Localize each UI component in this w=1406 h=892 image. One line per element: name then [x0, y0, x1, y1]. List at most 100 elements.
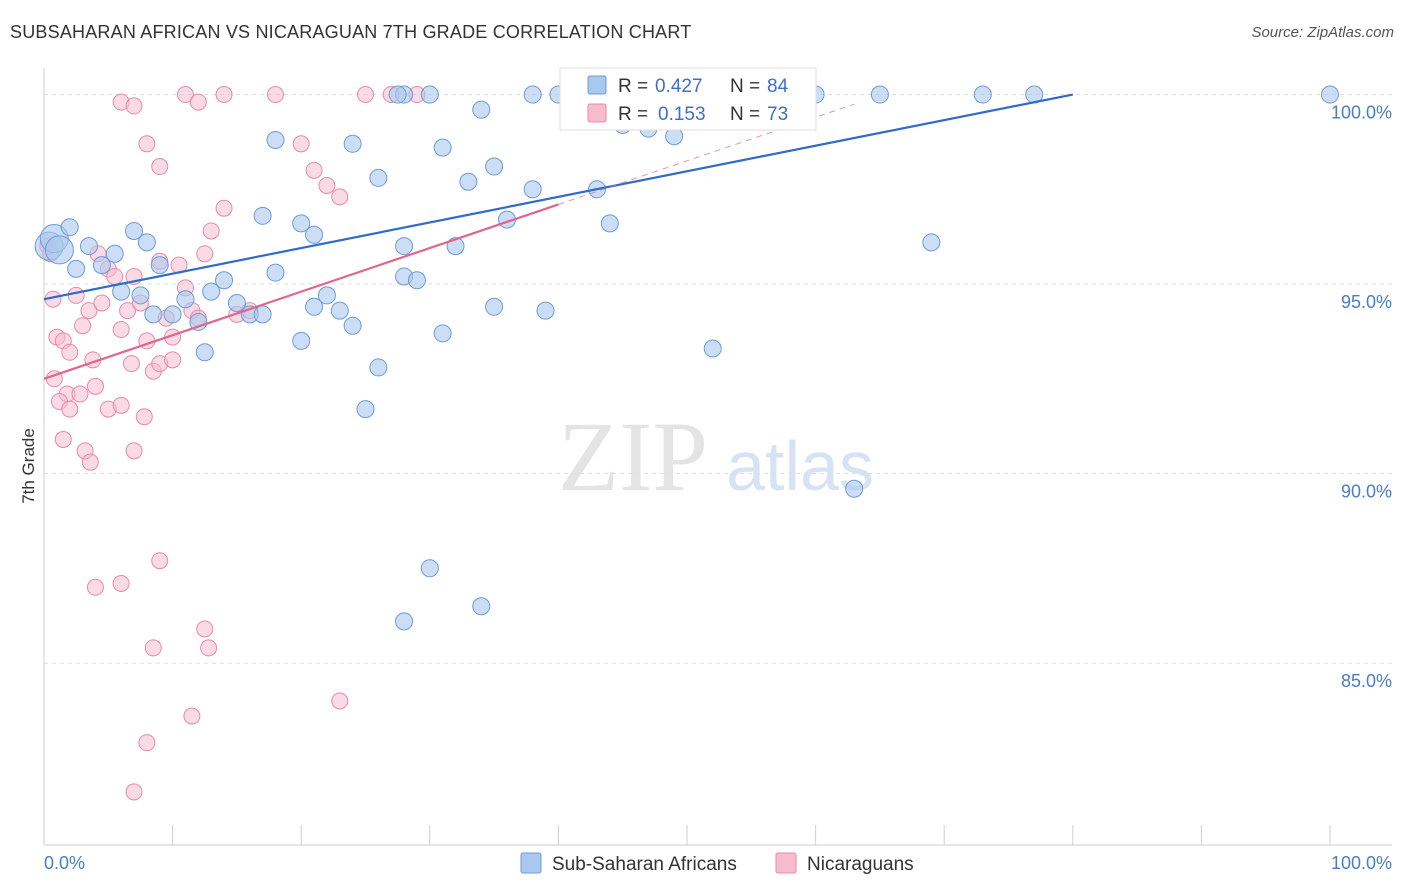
source-label: Source: ZipAtlas.com [1251, 24, 1394, 41]
subsaharan-point-8 [125, 221, 144, 240]
nicaraguans-point-72 [125, 783, 143, 801]
y-tick-label-0: 85.0% [1341, 671, 1392, 691]
nicaraguans-point-16 [112, 321, 130, 339]
tick-labels: 85.0% 90.0% 95.0% 100.0% 0.0% 100.0% [44, 103, 1392, 873]
y-tick-label-3: 100.0% [1331, 103, 1392, 123]
subsaharan-point-46 [459, 172, 478, 191]
nicaraguans-points [39, 86, 426, 801]
nicaraguans-point-69 [183, 707, 201, 725]
subsaharan-point-65 [973, 85, 992, 104]
subsaharan-point-14 [163, 305, 182, 324]
subsaharan-point-43 [266, 131, 285, 150]
subsaharan-point-67 [1321, 85, 1339, 104]
nicaraguans-point-15 [106, 267, 124, 285]
nicaraguans-point-51 [331, 188, 349, 206]
legend-r-label-pink: R = [618, 104, 648, 125]
subsaharan-point-3 [60, 218, 79, 237]
x-tick-label-0: 0.0% [44, 853, 85, 873]
watermark: ZIP atlas [558, 401, 874, 512]
nicaraguans-point-53 [125, 97, 143, 115]
subsaharan-point-9 [137, 233, 156, 252]
subsaharan-point-41 [356, 400, 375, 419]
nicaraguans-point-42 [112, 396, 130, 414]
nicaraguans-point-6 [61, 343, 79, 361]
subsaharan-point-35 [433, 324, 452, 343]
nicaraguans-point-60 [357, 86, 374, 104]
subsaharan-point-6 [92, 256, 111, 275]
subsaharan-point-75 [420, 559, 439, 578]
subsaharan-point-57 [420, 85, 439, 104]
subsaharan-point-30 [305, 225, 324, 244]
nicaraguans-point-38 [71, 385, 89, 403]
bottom-legend-swatch-blue [520, 852, 542, 874]
chart-title: SUBSAHARAN AFRICAN VS NICARAGUAN 7TH GRA… [10, 22, 692, 42]
subsaharan-point-42 [343, 134, 362, 153]
nicaraguans-trend-line [43, 203, 559, 380]
legend-r-label-blue: R = [618, 76, 648, 97]
nicaraguans-point-70 [331, 692, 349, 710]
nicaraguans-point-65 [112, 574, 130, 592]
nicaraguans-point-54 [138, 135, 156, 153]
subsaharan-point-26 [317, 286, 336, 305]
nicaraguans-point-37 [61, 400, 79, 418]
subsaharan-point-72 [703, 339, 722, 358]
nicaraguans-point-32 [215, 199, 233, 217]
subsaharan-point-24 [292, 331, 311, 350]
subsaharan-point-13 [144, 305, 163, 324]
y-tick-label-2: 95.0% [1341, 292, 1392, 312]
subsaharan-point-27 [330, 301, 349, 320]
subsaharan-point-29 [292, 214, 311, 233]
subsaharan-point-58 [523, 85, 542, 104]
nicaraguans-point-45 [54, 430, 72, 448]
nicaraguans-point-8 [74, 317, 92, 335]
nicaraguans-point-18 [122, 355, 140, 373]
subsaharan-point-64 [870, 85, 889, 104]
subsaharan-point-82 [485, 157, 504, 176]
legend-n-label-blue: N = [730, 76, 760, 97]
legend-r-value-pink: 0.153 [658, 104, 706, 125]
subsaharan-point-2 [44, 235, 74, 265]
subsaharan-point-10 [150, 256, 169, 275]
nicaraguans-point-55 [151, 158, 169, 176]
legend-swatch-blue [587, 75, 607, 95]
legend-swatch-pink [587, 103, 607, 123]
subsaharan-point-18 [195, 343, 214, 362]
y-tick-label-1: 90.0% [1341, 482, 1392, 502]
grid-lines [44, 94, 1392, 664]
subsaharan-trend-line [43, 93, 1074, 301]
subsaharan-point-50 [472, 100, 491, 119]
watermark-zip: ZIP [558, 401, 708, 512]
nicaraguans-point-44 [135, 408, 153, 426]
nicaraguans-point-9 [80, 302, 98, 320]
subsaharan-point-37 [485, 297, 504, 316]
subsaharan-point-20 [215, 271, 234, 290]
subsaharan-point-44 [369, 168, 388, 187]
subsaharan-point-12 [131, 286, 150, 305]
nicaraguans-point-30 [196, 245, 214, 263]
legend-n-label-pink: N = [730, 104, 760, 125]
bottom-legend-swatch-pink [775, 852, 797, 874]
x-tick-label-1: 100.0% [1331, 853, 1392, 873]
nicaraguans-point-71 [138, 734, 156, 752]
subsaharan-point-15 [176, 290, 195, 309]
subsaharan-point-40 [369, 358, 388, 377]
subsaharan-point-31 [253, 206, 272, 225]
y-axis-label: 7th Grade [19, 428, 38, 504]
subsaharan-point-22 [266, 263, 285, 282]
subsaharan-point-5 [67, 259, 86, 278]
nicaraguans-point-17 [119, 302, 137, 320]
subsaharan-point-74 [472, 597, 491, 616]
subsaharan-point-19 [227, 293, 246, 312]
subsaharan-point-17 [202, 282, 221, 301]
subsaharan-point-71 [388, 85, 407, 104]
nicaraguans-point-56 [176, 86, 194, 104]
axes [43, 68, 1392, 846]
subsaharan-point-25 [305, 297, 324, 316]
nicaraguans-point-7 [67, 286, 85, 304]
nicaraguans-point-59 [266, 86, 284, 104]
subsaharan-point-28 [343, 316, 362, 335]
nicaraguans-point-48 [292, 135, 310, 153]
nicaraguans-point-63 [151, 552, 169, 570]
subsaharan-point-34 [407, 271, 426, 290]
subsaharan-point-49 [600, 214, 619, 233]
